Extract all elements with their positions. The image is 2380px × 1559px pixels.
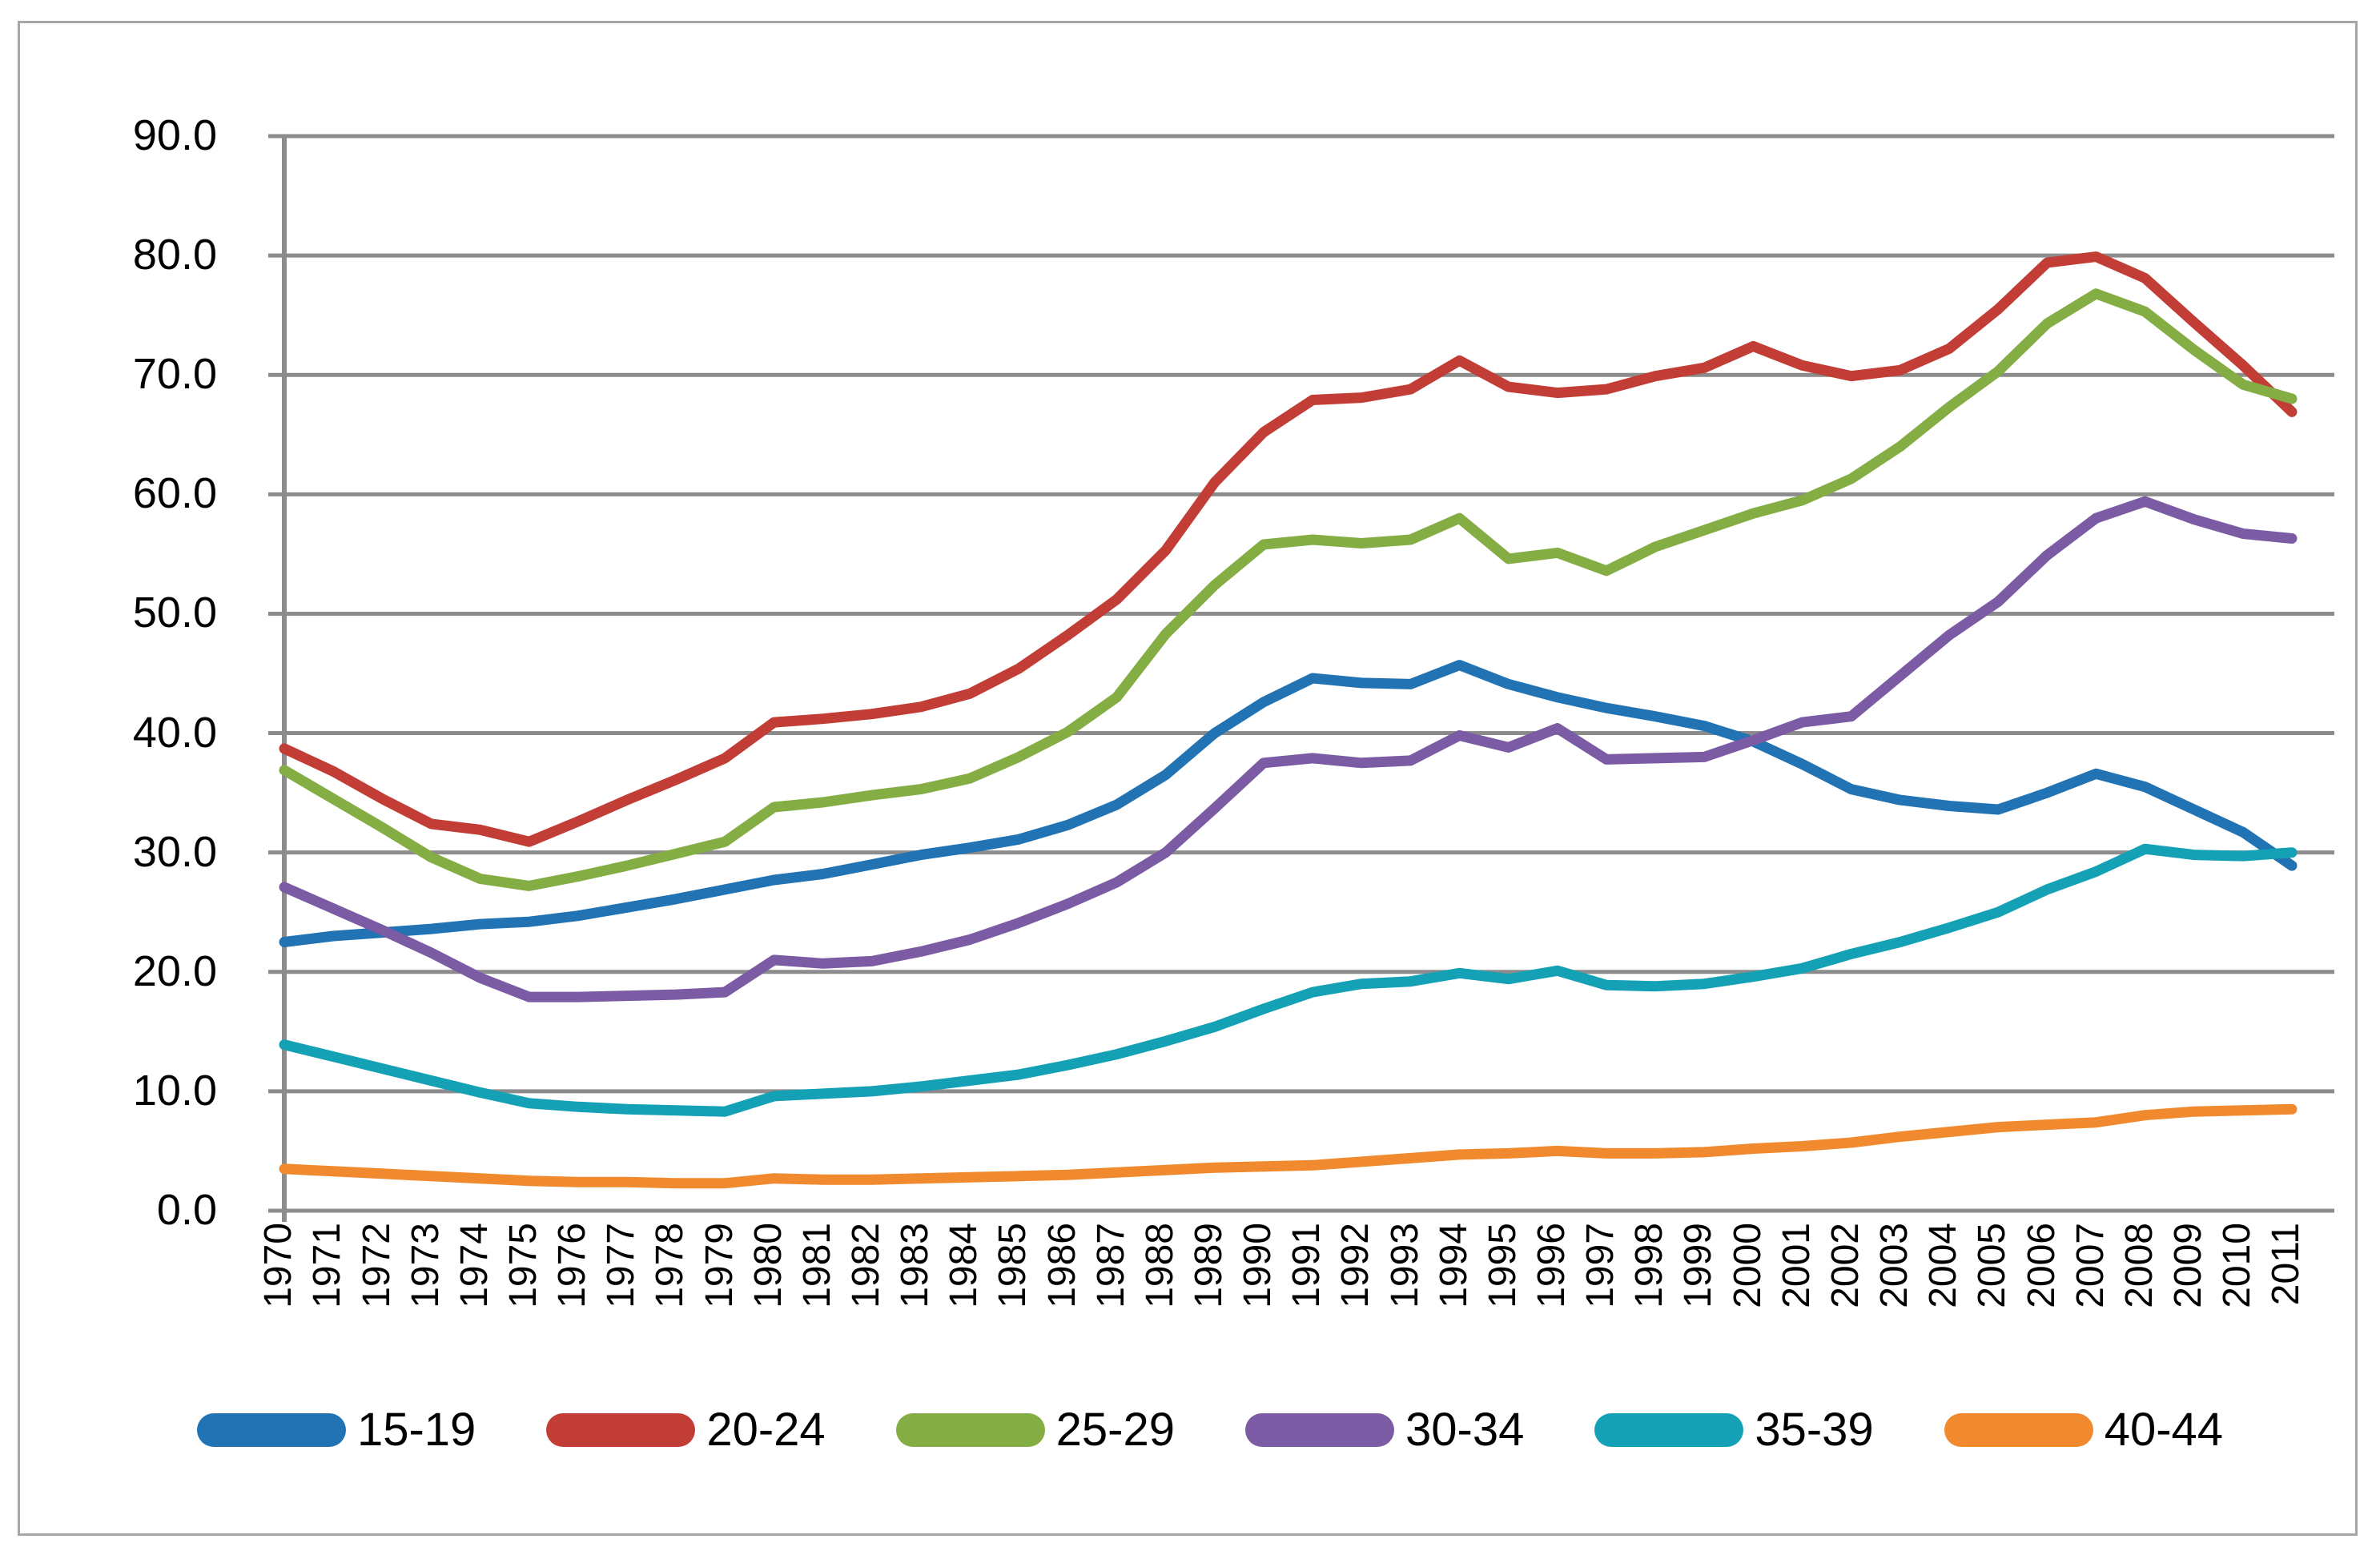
- y-axis-tick-label: 30.0: [132, 827, 217, 876]
- legend-swatch-40-44-icon: [1944, 1413, 2093, 1447]
- series-line-35-39: [279, 843, 2298, 1117]
- x-axis-tick-label: 1984: [943, 1223, 986, 1308]
- legend-label: 35-39: [1755, 1404, 1874, 1456]
- x-axis-tick-label: 1987: [1089, 1223, 1132, 1308]
- legend-swatch-30-34-icon: [1245, 1413, 1394, 1447]
- plot-svg: [268, 134, 2334, 1222]
- x-axis-tick-label: 2007: [2068, 1223, 2112, 1308]
- x-axis-tick-label: 1976: [550, 1223, 593, 1308]
- x-axis-tick-label: 1993: [1383, 1223, 1426, 1308]
- x-axis-tick-label: 2003: [1872, 1223, 1916, 1308]
- legend-swatch-25-29-icon: [895, 1413, 1045, 1447]
- x-axis-tick-label: 1990: [1236, 1223, 1279, 1308]
- x-axis-tick-label: 2009: [2166, 1223, 2209, 1308]
- x-axis-tick-label: 2011: [2265, 1223, 2307, 1306]
- y-axis-tick-label: 0.0: [156, 1186, 217, 1234]
- legend-swatch-20-24-icon: [546, 1413, 696, 1447]
- series-line-30-34: [279, 496, 2298, 1003]
- x-axis-tick-label: 2008: [2117, 1223, 2161, 1308]
- x-axis-tick-label: 1979: [698, 1223, 741, 1308]
- y-axis-tick-label: 80.0: [132, 231, 217, 279]
- legend-label: 15-19: [356, 1404, 476, 1456]
- x-axis-tick-label: 1971: [306, 1223, 349, 1308]
- legend: 15-19 20-24 25-29 30-34 35-39 40-44: [20, 1394, 2380, 1466]
- y-axis-tick-label: 60.0: [132, 469, 217, 518]
- x-axis-tick-label: 2000: [1726, 1223, 1769, 1308]
- x-axis-tick-label: 1994: [1432, 1223, 1475, 1308]
- x-axis-tick-label: 1972: [355, 1223, 398, 1308]
- x-axis-tick-label: 1992: [1334, 1223, 1377, 1308]
- series-line-20-24: [279, 251, 2298, 847]
- x-axis-tick-label: 2001: [1775, 1223, 1818, 1308]
- x-axis-tick-label: 2002: [1823, 1223, 1867, 1308]
- x-axis-tick-label: 1998: [1628, 1223, 1671, 1308]
- legend-label: 25-29: [1055, 1404, 1175, 1456]
- y-axis-tick-label: 40.0: [132, 708, 217, 757]
- x-axis-tick-label: 1980: [746, 1223, 790, 1308]
- legend-item-20-24: 20-24: [546, 1404, 826, 1456]
- plot-area: [268, 134, 2334, 1222]
- x-axis-tick-label: 1999: [1677, 1223, 1720, 1308]
- x-axis-tick-label: 1985: [991, 1223, 1035, 1308]
- y-axis-tick-label: 50.0: [132, 589, 217, 637]
- legend-item-15-19: 15-19: [196, 1404, 476, 1456]
- x-axis-tick-label: 2006: [2020, 1223, 2063, 1308]
- legend-item-35-39: 35-39: [1594, 1404, 1874, 1456]
- x-axis-tick-label: 1973: [404, 1223, 447, 1308]
- y-axis-tick-label: 90.0: [132, 111, 217, 159]
- series-line-40-44: [279, 1103, 2298, 1189]
- x-axis-tick-label: 1991: [1285, 1223, 1329, 1308]
- legend-item-25-29: 25-29: [895, 1404, 1175, 1456]
- x-axis-tick-label: 1986: [1040, 1223, 1083, 1308]
- x-axis-tick-label: 1996: [1530, 1223, 1573, 1308]
- y-axis-tick-label: 70.0: [132, 350, 217, 399]
- x-axis-tick-label: 2005: [1971, 1223, 2014, 1308]
- legend-label: 20-24: [706, 1404, 826, 1456]
- legend-swatch-35-39-icon: [1594, 1413, 1744, 1447]
- legend-item-30-34: 30-34: [1245, 1407, 1524, 1453]
- x-axis-tick-label: 1975: [501, 1223, 545, 1308]
- chart-frame: 0.0 10.0 20.0 30.0 40.0 50.0 60.0 70.0 80.0 90.0 …: [18, 21, 2358, 1536]
- y-axis-tick-label: 10.0: [132, 1066, 217, 1115]
- x-axis-tick-label: 1988: [1138, 1223, 1181, 1308]
- x-axis-tick-label: 1981: [795, 1223, 838, 1308]
- legend-label: 40-44: [2104, 1404, 2224, 1456]
- x-axis-tick-label: 1995: [1481, 1223, 1524, 1308]
- x-axis-tick-label: 1997: [1578, 1223, 1622, 1308]
- x-axis-tick-label: 1978: [649, 1223, 692, 1308]
- x-axis-tick-label: 2010: [2215, 1223, 2258, 1308]
- x-axis-tick-label: 1970: [257, 1223, 300, 1308]
- x-axis-tick-label: 1977: [600, 1223, 643, 1308]
- legend-label: 30-34: [1405, 1404, 1525, 1456]
- y-axis-tick-label: 20.0: [132, 946, 217, 995]
- series-line-15-19: [279, 660, 2298, 947]
- x-axis-tick-label: 1974: [452, 1223, 496, 1308]
- series-line-25-29: [279, 288, 2298, 891]
- x-axis-tick-label: 1989: [1187, 1223, 1230, 1308]
- x-axis-tick-label: 1983: [893, 1223, 936, 1308]
- x-axis-tick-label: 1982: [844, 1223, 887, 1308]
- legend-swatch-15-19-icon: [196, 1413, 346, 1447]
- legend-item-40-44: 40-44: [1944, 1407, 2223, 1453]
- x-axis-tick-label: 2004: [1921, 1223, 1964, 1308]
